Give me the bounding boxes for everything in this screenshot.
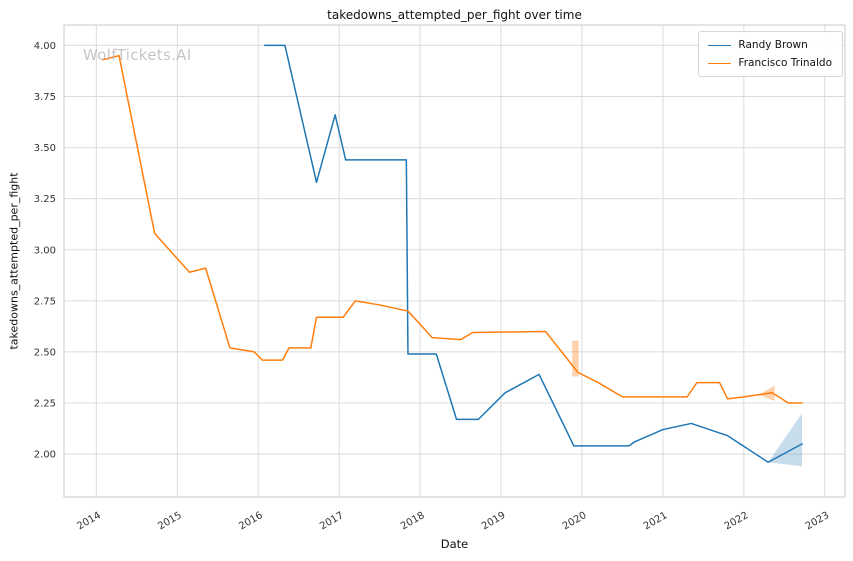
y-tick-label: 2.75 bbox=[34, 296, 56, 307]
x-tick-label: 2016 bbox=[237, 510, 265, 532]
y-tick-label: 3.50 bbox=[34, 143, 56, 154]
x-tick-label: 2021 bbox=[642, 510, 670, 532]
chart-title: takedowns_attempted_per_fight over time bbox=[327, 8, 582, 22]
y-axis-label: takedowns_attempted_per_fight bbox=[7, 172, 21, 350]
series-line-francisco-trinaldo bbox=[102, 54, 803, 404]
x-axis-label: Date bbox=[440, 537, 469, 551]
x-tick-label: 2015 bbox=[156, 510, 184, 532]
legend: Randy Brown Francisco Trinaldo bbox=[698, 31, 843, 77]
y-tick-label: 3.00 bbox=[34, 245, 56, 256]
x-tick-label: 2019 bbox=[480, 510, 508, 532]
x-tick-label: 2018 bbox=[399, 510, 427, 532]
x-tick-label: 2023 bbox=[804, 510, 832, 532]
y-tick-label: 3.25 bbox=[34, 194, 56, 205]
x-tick-label: 2014 bbox=[75, 510, 103, 532]
x-tick-label: 2020 bbox=[561, 510, 589, 532]
legend-line-randy-brown bbox=[708, 44, 732, 46]
y-tick-label: 3.75 bbox=[34, 92, 56, 103]
y-tick-label: 4.00 bbox=[34, 41, 56, 52]
confidence-band bbox=[768, 413, 803, 467]
legend-label-francisco-trinaldo: Francisco Trinaldo bbox=[738, 57, 832, 69]
legend-label-randy-brown: Randy Brown bbox=[738, 39, 808, 51]
legend-line-francisco-trinaldo bbox=[708, 62, 732, 64]
watermark: WolfTickets.AI bbox=[83, 46, 192, 64]
plot-frame bbox=[63, 24, 846, 498]
y-tick-label: 2.00 bbox=[34, 450, 56, 461]
x-tick-label: 2017 bbox=[318, 510, 346, 532]
y-tick-label: 2.25 bbox=[34, 399, 56, 410]
x-tick-label: 2022 bbox=[723, 510, 751, 532]
y-tick-label: 2.50 bbox=[34, 347, 56, 358]
legend-item-francisco-trinaldo: Francisco Trinaldo bbox=[708, 57, 832, 69]
legend-item-randy-brown: Randy Brown bbox=[708, 39, 832, 51]
series-line-randy-brown bbox=[263, 44, 803, 464]
